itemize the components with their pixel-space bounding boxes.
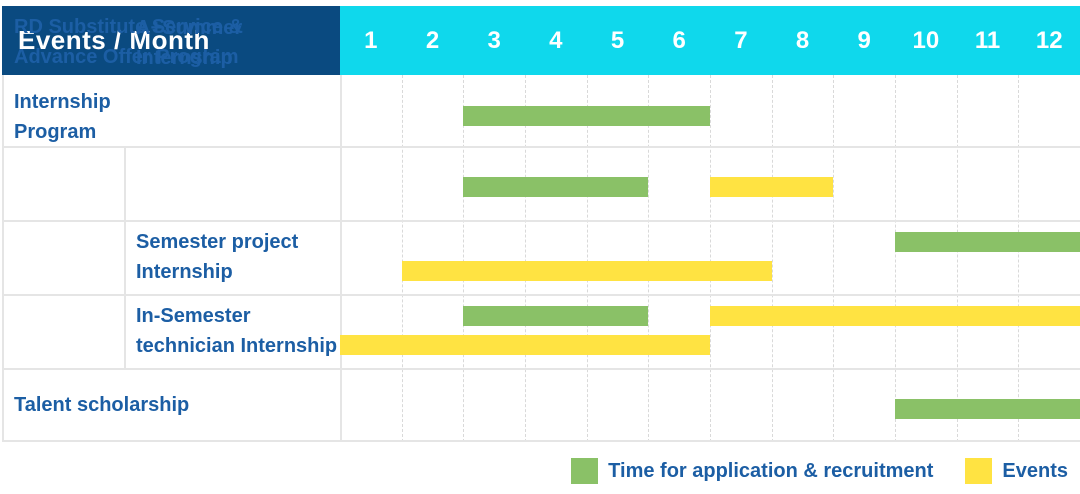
month-header-3: 3 (487, 26, 501, 54)
legend: Time for application & recruitment Event… (571, 458, 1068, 484)
group-label-internship-program: Internship Program (2, 6, 124, 228)
label-line: Semester project (136, 231, 299, 253)
header-month-strip: 1 2 3 4 5 6 7 8 9 10 11 12 (340, 6, 1080, 75)
label-line: Talent scholarship (14, 394, 190, 416)
label-line: Advance Offer Program (14, 45, 239, 68)
label-line: Internship (136, 261, 233, 283)
month-gridline (771, 75, 773, 442)
label-line: RD Substitute Service & (14, 15, 243, 38)
row-label-talent-scholarship: Talent scholarship (2, 368, 340, 442)
group-sublabel-divider (124, 146, 126, 368)
row-label-in-semester-technician: In-Semester technician Internship (124, 294, 340, 368)
bar-events (710, 306, 1080, 326)
month-header-4: 4 (549, 26, 563, 54)
bar-application (895, 232, 1080, 252)
header-events-month-label: Events / Month (18, 25, 210, 55)
month-gridline (648, 75, 650, 442)
schedule-table: Events / Month 1 2 3 4 5 6 7 8 9 10 11 12 RD Substi… (2, 6, 1080, 442)
row-label-semester-project: Semester project Internship (124, 220, 340, 294)
bar-events (710, 177, 834, 197)
month-header-8: 8 (795, 26, 810, 54)
month-gridline (895, 75, 896, 442)
label-chart-divider (340, 75, 342, 442)
row-label-a-plus-summer: A+Summer Internship (124, 6, 340, 80)
month-header-10: 10 (912, 26, 940, 54)
label-line: Program (14, 121, 97, 143)
month-header-5: 5 (610, 26, 625, 54)
legend-label-events: Events (1002, 459, 1068, 482)
month-header-9: 9 (857, 26, 871, 54)
label-line: Internship (14, 91, 111, 113)
month-gridline (401, 75, 403, 442)
month-header-12: 12 (1035, 26, 1063, 54)
row-border (2, 220, 1080, 222)
row-label-rd-substitute: RD Substitute Service & Advance Offer Pro… (2, 6, 340, 77)
label-line: A+Summer (136, 17, 243, 39)
legend-swatch-application (571, 458, 599, 484)
bar-application (895, 399, 1080, 419)
month-gridline (710, 75, 711, 442)
legend-label-application: Time for application & recruitment (608, 459, 934, 482)
header-events-month-cell: Events / Month (2, 6, 340, 75)
month-header-6: 6 (672, 26, 686, 54)
month-header-11: 11 (974, 26, 1001, 54)
bar-application (463, 106, 710, 126)
label-line: Internship (136, 47, 233, 69)
bar-application (463, 177, 649, 197)
month-gridline (525, 75, 526, 442)
bar-events (340, 335, 710, 355)
label-line: In-Semester (136, 305, 251, 327)
row-border (2, 368, 1080, 370)
row-border (2, 294, 1080, 296)
month-gridline (956, 75, 958, 442)
row-border (2, 146, 1080, 148)
row-border (2, 440, 1080, 442)
bar-application (463, 306, 649, 326)
month-gridline (463, 75, 465, 442)
month-gridline (833, 75, 835, 442)
table-left-border (2, 75, 4, 442)
month-gridline (1018, 75, 1020, 442)
month-header-1: 1 (364, 26, 378, 54)
month-header-2: 2 (425, 26, 440, 54)
bar-events (401, 261, 772, 281)
label-line: technician Internship (136, 335, 338, 357)
legend-swatch-events (965, 458, 993, 484)
month-header-7: 7 (734, 26, 748, 54)
month-gridline (586, 75, 588, 442)
